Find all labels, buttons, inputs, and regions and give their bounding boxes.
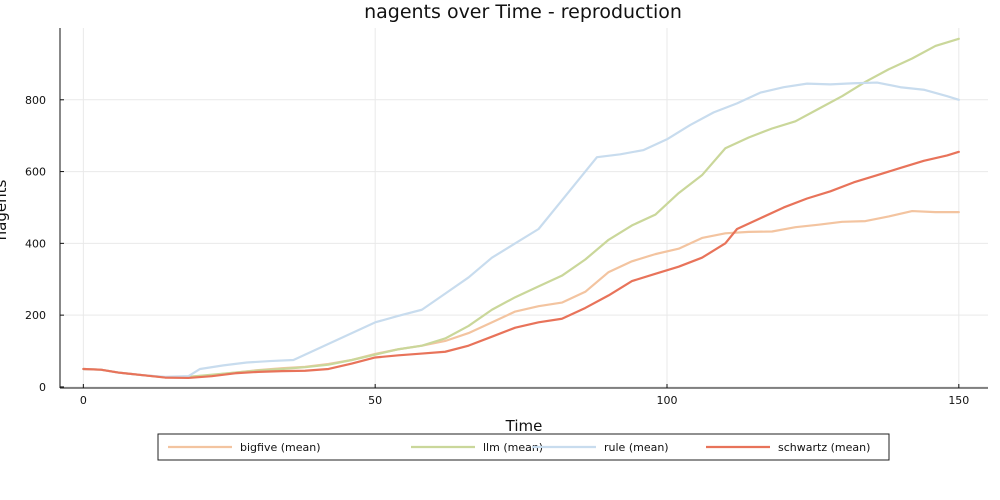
y-tick-label: 600	[25, 166, 46, 179]
legend: bigfive (mean) llm (mean) rule (mean) schwa…	[157, 433, 890, 461]
legend-item-bigfive: bigfive (mean)	[168, 441, 321, 454]
legend-item-llm: llm (mean)	[411, 441, 543, 454]
chart-title: nagents over Time - reproduction	[364, 1, 682, 23]
x-tick-label: 0	[80, 394, 87, 407]
y-tick-label: 800	[25, 94, 46, 107]
grid	[60, 28, 988, 388]
x-tick-label: 50	[368, 394, 382, 407]
series-lines	[82, 37, 960, 380]
legend-item-schwartz: schwartz (mean)	[706, 441, 870, 454]
y-tick-label: 200	[25, 309, 46, 322]
tick-labels: 0 50 100 150 0 200 400 600 800	[25, 94, 969, 407]
axes	[59, 28, 988, 389]
y-tick-label: 0	[39, 381, 46, 394]
x-axis-label: Time	[505, 417, 543, 435]
legend-label: rule (mean)	[604, 441, 669, 454]
y-tick-label: 400	[25, 237, 46, 250]
series-line-schwartz	[82, 150, 960, 380]
x-tick-label: 100	[656, 394, 677, 407]
series-line-llm	[82, 37, 960, 379]
legend-label: schwartz (mean)	[778, 441, 870, 454]
legend-label: bigfive (mean)	[240, 441, 321, 454]
x-tick-label: 150	[948, 394, 969, 407]
legend-item-rule: rule (mean)	[532, 441, 669, 454]
series-line-rule	[82, 81, 960, 378]
y-axis-label: nagents	[0, 179, 10, 240]
legend-label: llm (mean)	[483, 441, 543, 454]
